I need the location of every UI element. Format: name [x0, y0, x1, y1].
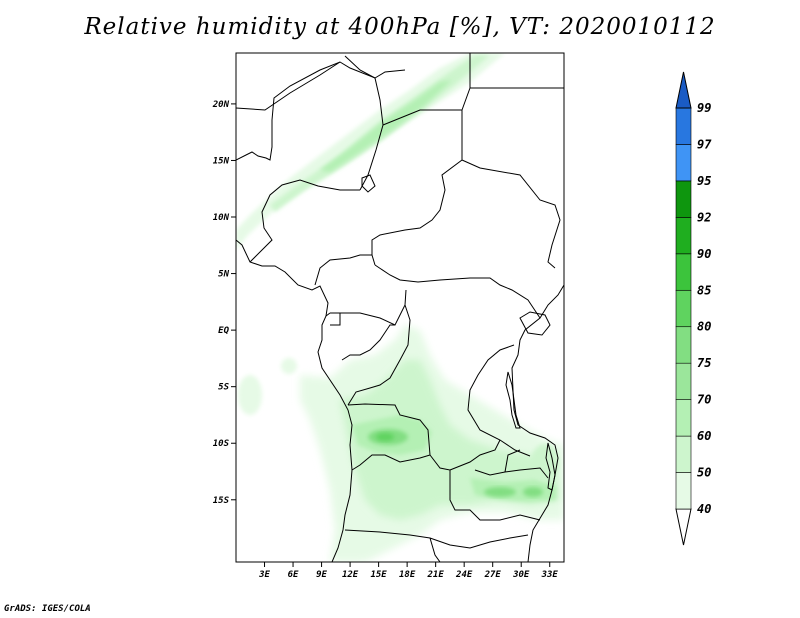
x-tick-label: 9E — [316, 570, 327, 580]
border-central — [314, 254, 541, 326]
humidity-south-mid — [340, 360, 560, 520]
x-tick-label: 21E — [427, 570, 445, 580]
lake-victoria — [519, 311, 551, 336]
colorbar-label: 90 — [697, 247, 711, 261]
colorbar-box — [675, 362, 692, 400]
border-sahel — [371, 87, 561, 269]
colorbar-box — [675, 289, 692, 328]
humidity-band-north — [236, 53, 505, 250]
colorbar-box — [675, 144, 692, 182]
x-tick-label: 27E — [484, 570, 502, 580]
colorbar-label: 70 — [697, 393, 711, 407]
border-angola — [347, 403, 541, 521]
border-zambia — [449, 439, 549, 479]
colorbar-box — [675, 107, 692, 145]
y-tick-label: 20N — [212, 100, 230, 110]
humidity-gulf — [281, 358, 297, 374]
colorbar-label: 60 — [697, 429, 711, 443]
lake-malawi — [545, 442, 556, 491]
x-tick-label: 24E — [455, 570, 473, 580]
map-outlines — [236, 53, 564, 562]
colorbar-label: 40 — [697, 502, 711, 516]
y-tick-label: 5N — [218, 270, 229, 280]
y-tick-label: 10S — [213, 439, 230, 449]
humidity-core-angola-peak — [376, 433, 394, 441]
border-nw — [236, 55, 384, 263]
y-tick-label: 15S — [213, 496, 230, 506]
humidity-shading — [236, 53, 564, 562]
credit-text: GrADS: IGES/COLA — [4, 604, 91, 614]
colorbar-lower-arrow — [675, 508, 692, 546]
colorbar-label: 75 — [697, 356, 711, 370]
colorbar-box — [675, 326, 692, 364]
lake-chad — [361, 174, 376, 193]
humidity-band-north-inner — [320, 80, 452, 172]
colorbar-label: 92 — [697, 210, 711, 224]
border-south — [344, 529, 529, 562]
x-tick-label: 6E — [288, 570, 299, 580]
border-congo — [341, 304, 531, 457]
colorbar-label: 95 — [697, 174, 711, 188]
humidity-west-coast — [238, 375, 262, 415]
x-tick-label: 18E — [399, 570, 416, 580]
lake-tanganyika — [505, 371, 521, 429]
colorbar-upper-arrow — [675, 71, 692, 109]
colorbar-label: 80 — [697, 320, 711, 334]
coastline-east-africa — [511, 284, 564, 562]
colorbar-box — [675, 472, 692, 510]
colorbar-label: 99 — [697, 101, 711, 115]
humidity-core-mozambique — [523, 487, 543, 497]
y-tick-label: 15N — [213, 156, 230, 166]
colorbar-box — [675, 217, 692, 255]
x-tick-label: 12E — [342, 570, 359, 580]
colorbar-label: 50 — [697, 466, 711, 480]
colorbar-label: 85 — [697, 283, 711, 297]
y-tick-label: 5S — [218, 383, 229, 393]
humidity-tanzania — [531, 444, 559, 480]
x-tick-label: 3E — [258, 570, 270, 580]
map-frame — [235, 52, 565, 563]
map-axes: 3E 6E 9E 12E 15E 18E 21E 24E 27E 30E 33E 20N 15N 10N 5… — [212, 100, 559, 580]
colorbar: 40 50 60 70 75 80 85 90 92 95 97 99 — [675, 71, 712, 546]
humidity-core-zambia — [484, 487, 516, 497]
colorbar-box — [675, 435, 692, 473]
colorbar-label: 97 — [697, 137, 712, 151]
x-tick-label: 33E — [541, 570, 559, 580]
y-tick-label: 10N — [213, 213, 230, 223]
x-tick-label: 15E — [370, 570, 387, 580]
chart-title: Relative humidity at 400hPa [%], VT: 202… — [84, 14, 716, 40]
x-tick-label: 30E — [512, 570, 530, 580]
colorbar-box — [675, 253, 692, 291]
colorbar-box — [675, 399, 692, 437]
y-tick-label: EQ — [218, 326, 229, 336]
colorbar-box — [675, 180, 692, 218]
